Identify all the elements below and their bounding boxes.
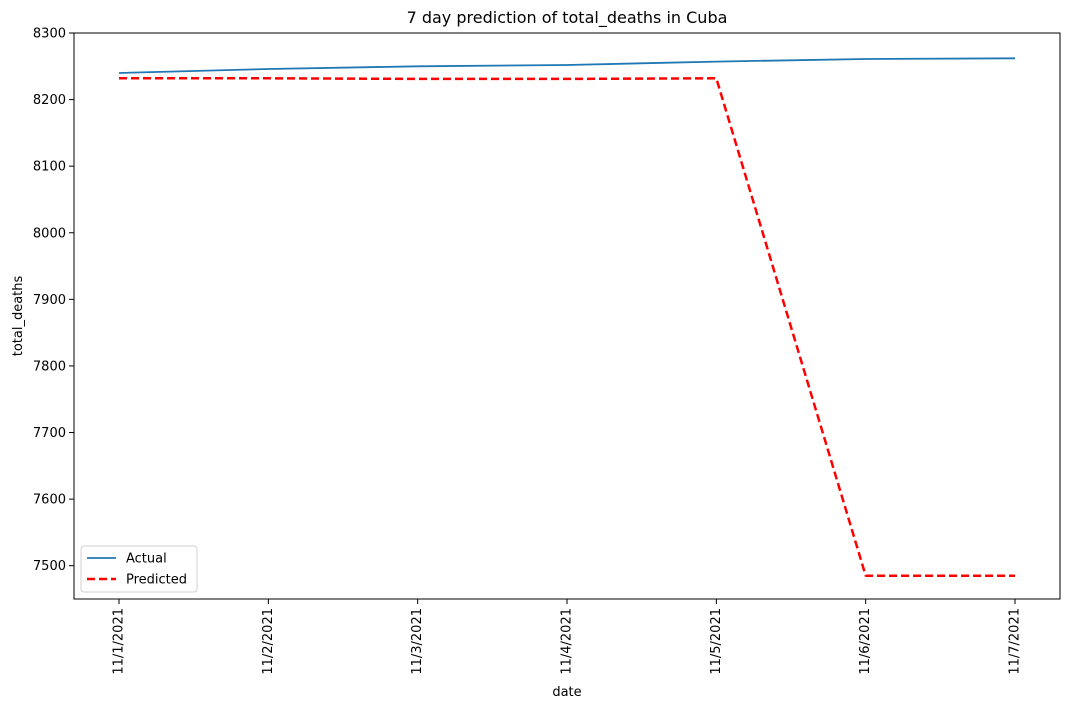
y-tick-label: 7500: [33, 559, 66, 574]
y-tick-label: 8300: [33, 27, 66, 42]
y-tick-label: 8100: [33, 160, 66, 175]
y-axis-label: total_deaths: [11, 276, 26, 357]
y-tick-label: 8200: [33, 93, 66, 108]
x-axis: 11/1/2021 11/2/2021 11/3/2021 11/4/2021 11/5…: [112, 599, 1023, 675]
y-tick-label: 8000: [33, 226, 66, 241]
x-tick-label: 11/1/2021: [112, 608, 127, 675]
series-line-predicted: [119, 77, 1015, 577]
y-tick-label: 7800: [33, 359, 66, 374]
y-axis: 7500 7600 7700 7800 7900 8000 8100 8200 8300: [33, 27, 74, 574]
series-line-actual: [118, 57, 1016, 74]
y-tick-label: 7600: [33, 493, 66, 508]
legend: Actual Predicted: [80, 545, 198, 593]
x-tick-label: 11/4/2021: [560, 608, 575, 675]
x-tick-label: 11/2/2021: [261, 608, 276, 675]
x-tick-label: 11/3/2021: [410, 608, 425, 675]
x-tick-label: 11/7/2021: [1008, 608, 1023, 675]
chart-title: 7 day prediction of total_deaths in Cuba: [407, 8, 728, 28]
plot-area: [118, 57, 1016, 577]
x-tick-label: 11/6/2021: [858, 608, 873, 675]
legend-label-predicted: Predicted: [126, 573, 187, 588]
y-tick-label: 7700: [33, 426, 66, 441]
x-tick-label: 11/5/2021: [709, 608, 724, 675]
y-tick-label: 7900: [33, 293, 66, 308]
legend-label-actual: Actual: [126, 552, 167, 567]
x-axis-label: date: [552, 685, 581, 700]
